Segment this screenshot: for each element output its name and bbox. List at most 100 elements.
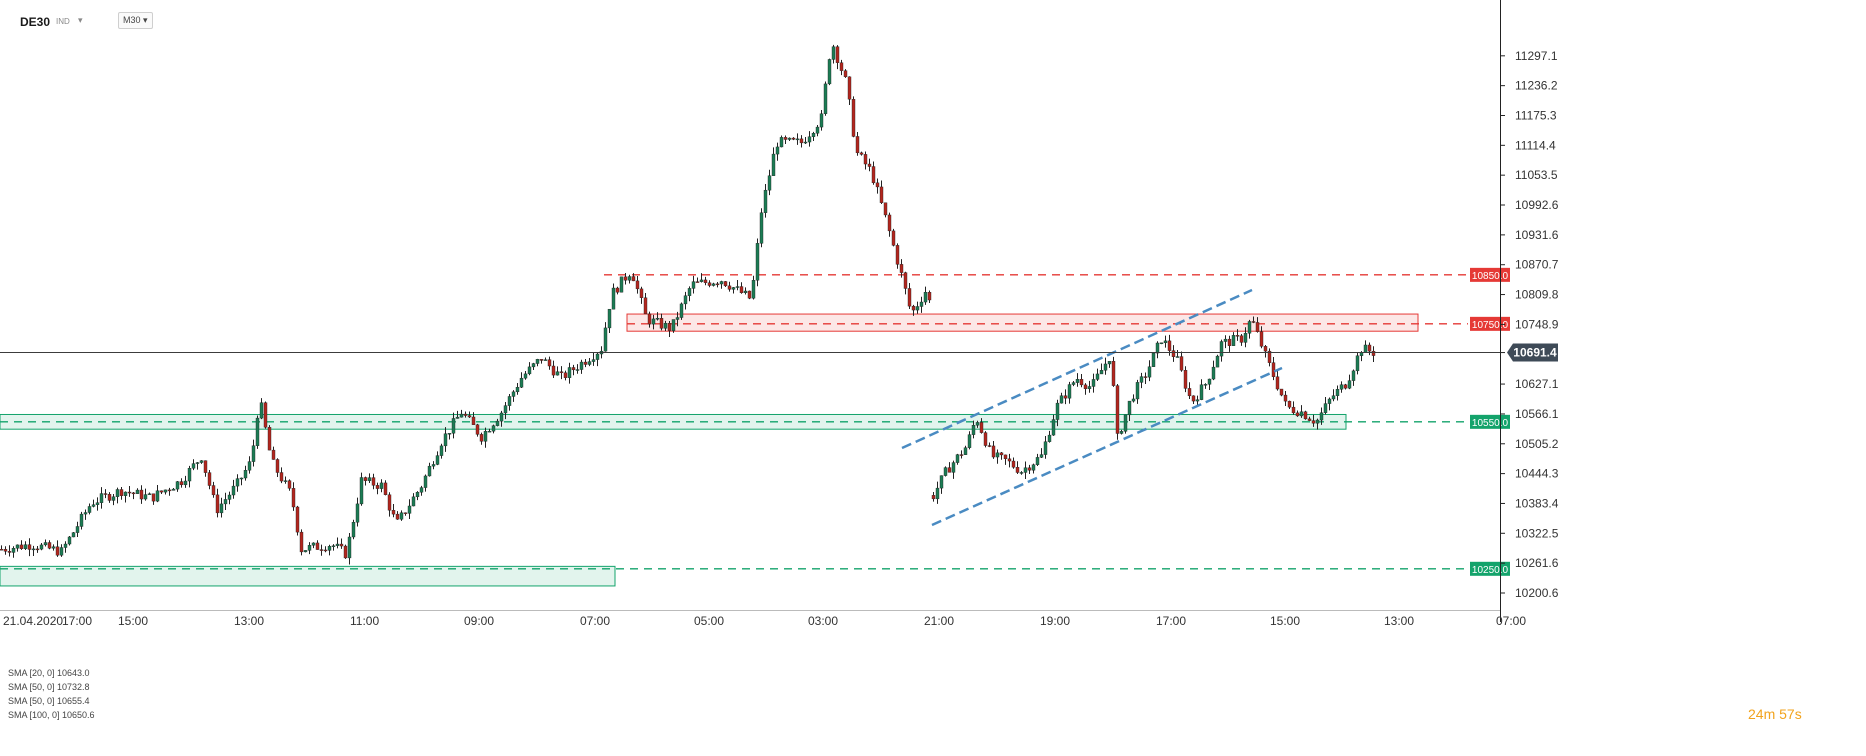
trendlines-layer [901, 288, 1283, 527]
candle-body [275, 459, 280, 473]
candle-body [1047, 434, 1052, 442]
candle-body [127, 491, 132, 494]
candle-body [11, 548, 16, 553]
candle-body [775, 146, 780, 155]
candle-body [223, 499, 228, 505]
candle-body [963, 447, 968, 455]
candle-body [443, 433, 448, 447]
timeframe-selector[interactable]: M30 ▾ [118, 12, 153, 29]
candle-body [1167, 340, 1172, 351]
candle-body [47, 542, 52, 549]
candle-body [1071, 382, 1076, 385]
candle-body [1011, 460, 1016, 468]
candle-body [99, 493, 104, 503]
candle-body [423, 475, 428, 488]
candle-body [1327, 398, 1332, 404]
legend-line[interactable]: SMA [20, 0] 10643.0 [8, 668, 90, 678]
candle-body [1015, 467, 1020, 473]
candle-body [27, 544, 32, 550]
candle-body [739, 286, 744, 294]
candle-body [411, 496, 416, 507]
y-tick-label: 10200.6 [1515, 586, 1559, 600]
symbol-name[interactable]: DE30 [20, 15, 51, 29]
candle-body [507, 396, 512, 406]
y-tick-label: 10261.6 [1515, 556, 1559, 570]
candle-body [1123, 414, 1128, 432]
candle-body [307, 545, 312, 551]
candle-body [1267, 350, 1272, 363]
candle-body [303, 550, 308, 553]
candle-body [1135, 382, 1140, 400]
candle-body [207, 472, 212, 486]
candle-body [415, 491, 420, 498]
candle-body [991, 445, 996, 458]
candle-body [879, 186, 884, 203]
market-tag: IND [56, 17, 70, 26]
x-tick-label: 05:00 [694, 614, 724, 628]
candle-body [43, 542, 48, 546]
candle-body [1259, 331, 1264, 347]
candle-body [487, 430, 492, 433]
resistance-zone [626, 313, 1419, 332]
legend-line[interactable]: SMA [50, 0] 10655.4 [8, 696, 90, 706]
candle-body [731, 287, 736, 290]
candle-body [103, 493, 108, 495]
candle-body [219, 503, 224, 514]
candle-body [1207, 378, 1212, 385]
lower-support-zone [0, 565, 616, 587]
candle-body [175, 481, 180, 490]
candle-body [1307, 418, 1312, 421]
candle-body [1119, 431, 1124, 434]
candle-body [1175, 356, 1180, 358]
candle-body [327, 546, 332, 551]
candle-body [847, 76, 852, 100]
candle-body [23, 544, 28, 549]
candle-body [723, 281, 728, 287]
candle-body [1351, 370, 1356, 381]
candle-body [1179, 356, 1184, 371]
candle-body [735, 286, 740, 288]
candle-body [531, 363, 536, 368]
candle-body [587, 361, 592, 365]
legend-line[interactable]: SMA [100, 0] 10650.6 [8, 710, 95, 720]
candle-body [1007, 458, 1012, 462]
candle-body [679, 303, 684, 318]
candle-body [247, 461, 252, 471]
candle-body [867, 163, 872, 167]
candle-body [1343, 384, 1348, 389]
candle-body [83, 512, 88, 515]
candle-body [1131, 398, 1136, 402]
candle-body [1367, 344, 1372, 352]
candle-body [1315, 419, 1320, 424]
candle-body [595, 353, 600, 360]
candle-body [343, 545, 348, 559]
candle-body [151, 493, 156, 502]
candle-body [1227, 338, 1232, 346]
candle-body [995, 452, 1000, 458]
candle-body [607, 308, 612, 329]
symbol-dropdown-icon[interactable]: ▾ [78, 15, 83, 25]
y-tick-label: 10322.5 [1515, 526, 1559, 540]
candle-body [751, 280, 756, 299]
level-tag-label: 10250.0 [1472, 565, 1509, 576]
candle-body [527, 366, 532, 375]
y-tick-label: 10992.6 [1515, 198, 1559, 212]
candle-body [439, 445, 444, 456]
candle-body [39, 544, 44, 550]
candle-body [891, 230, 896, 246]
candle-body [547, 359, 552, 367]
legend-line[interactable]: SMA [50, 0] 10732.8 [8, 682, 90, 692]
candle-body [203, 460, 208, 473]
candle-body [939, 475, 944, 489]
candle-body [1023, 467, 1028, 473]
candle-body [627, 276, 632, 281]
current-price-layer: 10691.4 [0, 343, 1558, 362]
candle-body [251, 445, 256, 462]
candle-body [907, 288, 912, 307]
candle-body [1339, 384, 1344, 390]
candle-body [1283, 394, 1288, 402]
x-tick-label: 21:00 [924, 614, 954, 628]
candle-body [787, 137, 792, 140]
